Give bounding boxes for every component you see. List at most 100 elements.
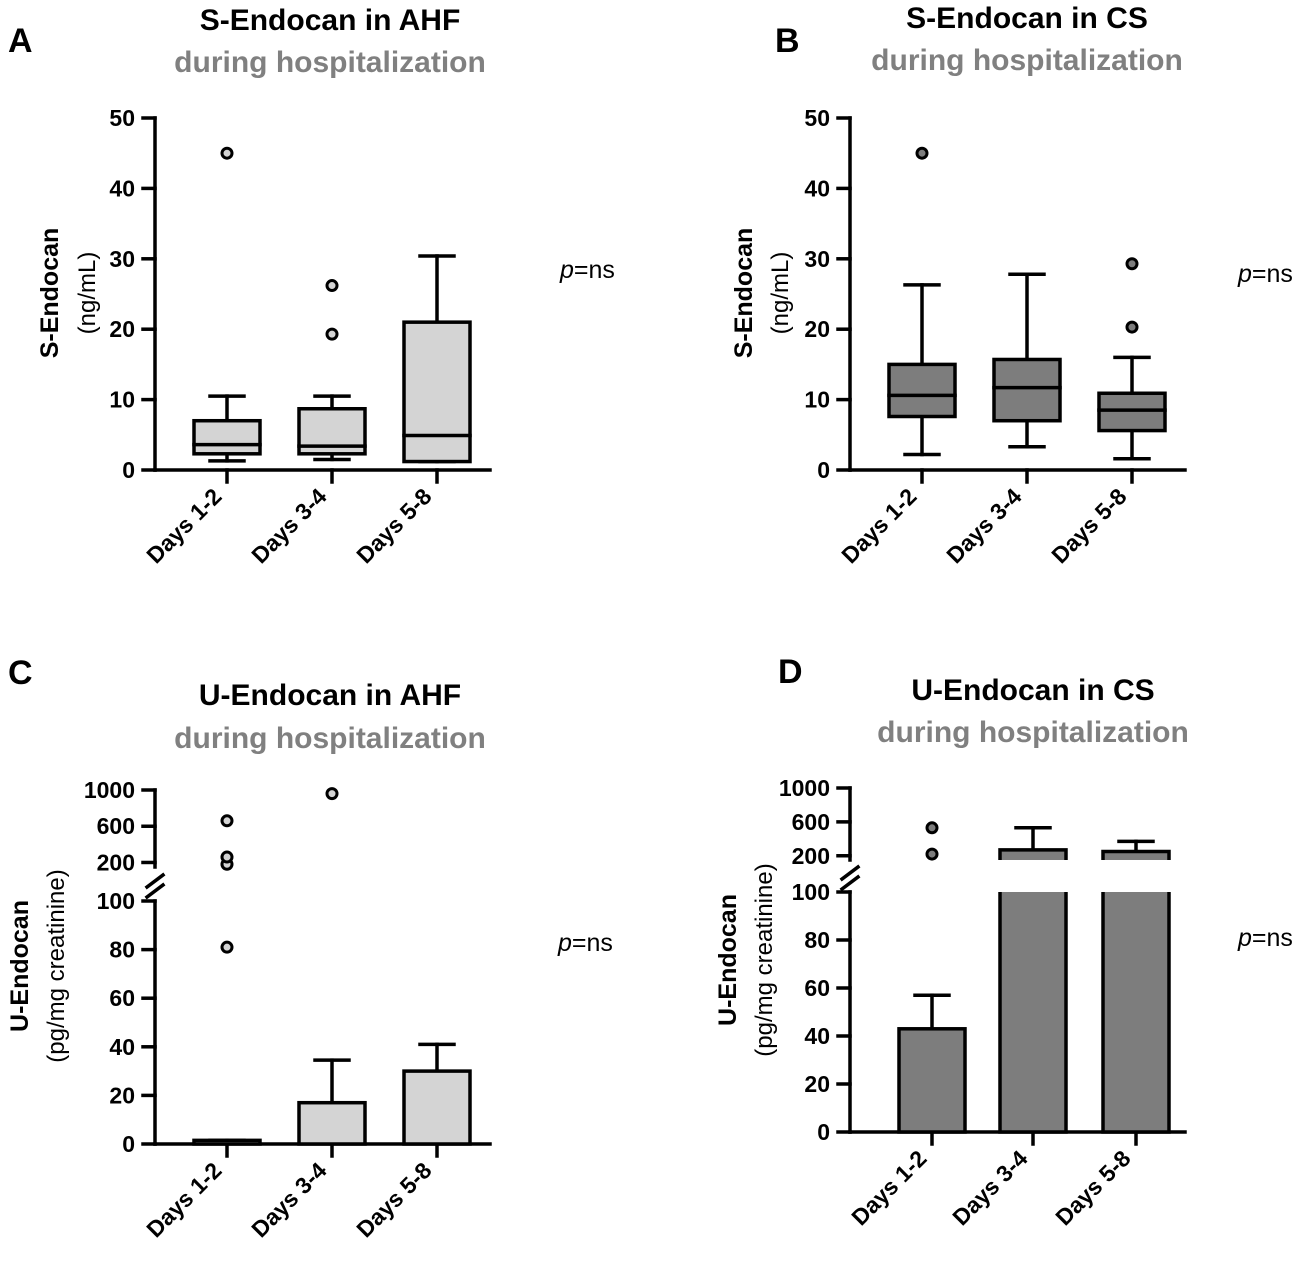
- y-tick-label: 40: [804, 175, 830, 201]
- y-tick-label: 30: [109, 246, 135, 272]
- bar-outline-lower: [1101, 892, 1171, 1134]
- p-value-text: =ns: [1252, 924, 1293, 952]
- bar-2: [297, 787, 367, 1146]
- x-tick-label: Days 3-4: [941, 483, 1026, 568]
- y-tick-label: 40: [109, 175, 135, 201]
- bar-3: [1101, 839, 1171, 1134]
- outlier-point: [325, 327, 339, 341]
- panel-letter: B: [775, 22, 800, 60]
- y-axis-unit: (ng/mL): [74, 252, 101, 335]
- box-iqr: [192, 418, 262, 456]
- bar-rect: [402, 1069, 472, 1146]
- y-tick-label: 100: [97, 888, 135, 914]
- y-tick-label: 0: [122, 457, 135, 483]
- outlier-point: [220, 146, 234, 160]
- y-tick-label: 20: [109, 1082, 135, 1108]
- p-value-text: =ns: [572, 929, 613, 957]
- p-value-italic: p: [557, 929, 572, 957]
- x-tick-label: Days 1-2: [846, 1145, 931, 1230]
- y-tick-label: 50: [109, 105, 135, 131]
- outlier-point: [915, 146, 929, 160]
- y-tick-label: 20: [804, 1071, 830, 1097]
- p-value: p=ns: [1237, 924, 1293, 952]
- box-2: [992, 272, 1062, 449]
- outlier-point: [220, 940, 234, 954]
- bar-outline-lower: [998, 892, 1068, 1134]
- chart-title: U-Endocan in AHF: [199, 679, 461, 712]
- panel-d: D U-Endocan in CS during hospitalization U-…: [714, 653, 1293, 1230]
- chart-title: S-Endocan in AHF: [200, 4, 461, 37]
- chart-subtitle: during hospitalization: [174, 46, 486, 79]
- y-tick-label: 10: [804, 387, 830, 413]
- y-axis-unit: (pg/mg creatinine): [43, 869, 70, 1062]
- y-tick-label: 20: [804, 316, 830, 342]
- panel-a: A S-Endocan in AHF during hospitalization S…: [8, 4, 615, 568]
- p-value: p=ns: [557, 929, 613, 957]
- bar-rect: [897, 1027, 967, 1134]
- y-tick-label: 40: [109, 1034, 135, 1060]
- y-tick-label: 50: [804, 105, 830, 131]
- box-3: [1097, 257, 1167, 461]
- outlier-point: [925, 821, 939, 835]
- bar-outline-upper: [998, 848, 1068, 860]
- box-3: [402, 254, 472, 464]
- outlier-point: [925, 847, 939, 861]
- outlier-point: [1125, 257, 1139, 271]
- p-value: p=ns: [559, 256, 615, 284]
- x-tick-label: Days 5-8: [351, 1157, 436, 1242]
- box-1: [887, 146, 957, 457]
- y-axis-unit: (pg/mg creatinine): [751, 863, 778, 1056]
- x-tick-label: Days 1-2: [141, 483, 226, 568]
- panel-letter: C: [8, 654, 33, 692]
- y-tick-label: 0: [817, 457, 830, 483]
- outlier-point: [220, 850, 234, 864]
- outlier-point: [325, 787, 339, 801]
- box-1: [192, 146, 262, 463]
- bar-rect-lower: [1000, 892, 1066, 1132]
- y-tick-label: 1000: [779, 775, 830, 801]
- x-tick-label: Days 5-8: [1050, 1145, 1135, 1230]
- bar-2: [998, 826, 1068, 1134]
- x-tick-label: Days 5-8: [351, 483, 436, 568]
- box-iqr: [402, 320, 472, 464]
- x-tick-label: Days 3-4: [246, 483, 331, 568]
- axis-break-mark: [144, 882, 166, 900]
- y-tick-label: 0: [122, 1131, 135, 1157]
- axis-break-mark: [839, 874, 861, 892]
- y-tick-label: 100: [792, 879, 830, 905]
- chart-title: U-Endocan in CS: [911, 674, 1154, 707]
- box-2: [297, 279, 367, 462]
- y-tick-label: 0: [817, 1119, 830, 1145]
- p-value: p=ns: [1237, 260, 1293, 288]
- axis-break-mark: [144, 872, 166, 890]
- bar-rect-upper: [1000, 849, 1066, 860]
- p-value-italic: p: [1237, 924, 1252, 952]
- y-tick-label: 80: [109, 937, 135, 963]
- outlier-point: [220, 814, 234, 828]
- bar-1: [897, 821, 967, 1134]
- y-tick-label: 60: [109, 985, 135, 1011]
- y-tick-label: 30: [804, 246, 830, 272]
- box-iqr: [992, 357, 1062, 423]
- y-axis-unit: (ng/mL): [767, 252, 794, 335]
- p-value-text: =ns: [1252, 260, 1293, 288]
- y-tick-label: 200: [792, 843, 830, 869]
- bar-rect: [297, 1100, 367, 1146]
- box-iqr: [1097, 391, 1167, 433]
- box-iqr: [887, 362, 957, 419]
- x-tick-label: Days 5-8: [1046, 483, 1131, 568]
- bar-rect-upper: [1103, 851, 1169, 860]
- y-tick-label: 600: [792, 809, 830, 835]
- bar-1: [192, 814, 262, 1146]
- axis-break-mark: [839, 864, 861, 882]
- panel-c: C U-Endocan in AHF during hospitalization U…: [6, 654, 613, 1242]
- y-tick-label: 40: [804, 1023, 830, 1049]
- x-tick-label: Days 3-4: [947, 1145, 1032, 1230]
- chart-subtitle: during hospitalization: [877, 716, 1189, 749]
- y-tick-label: 20: [109, 316, 135, 342]
- outlier-point: [1125, 320, 1139, 334]
- bar-rect: [192, 1138, 262, 1146]
- bar-outline-upper: [1101, 849, 1171, 860]
- chart-subtitle: during hospitalization: [174, 722, 486, 755]
